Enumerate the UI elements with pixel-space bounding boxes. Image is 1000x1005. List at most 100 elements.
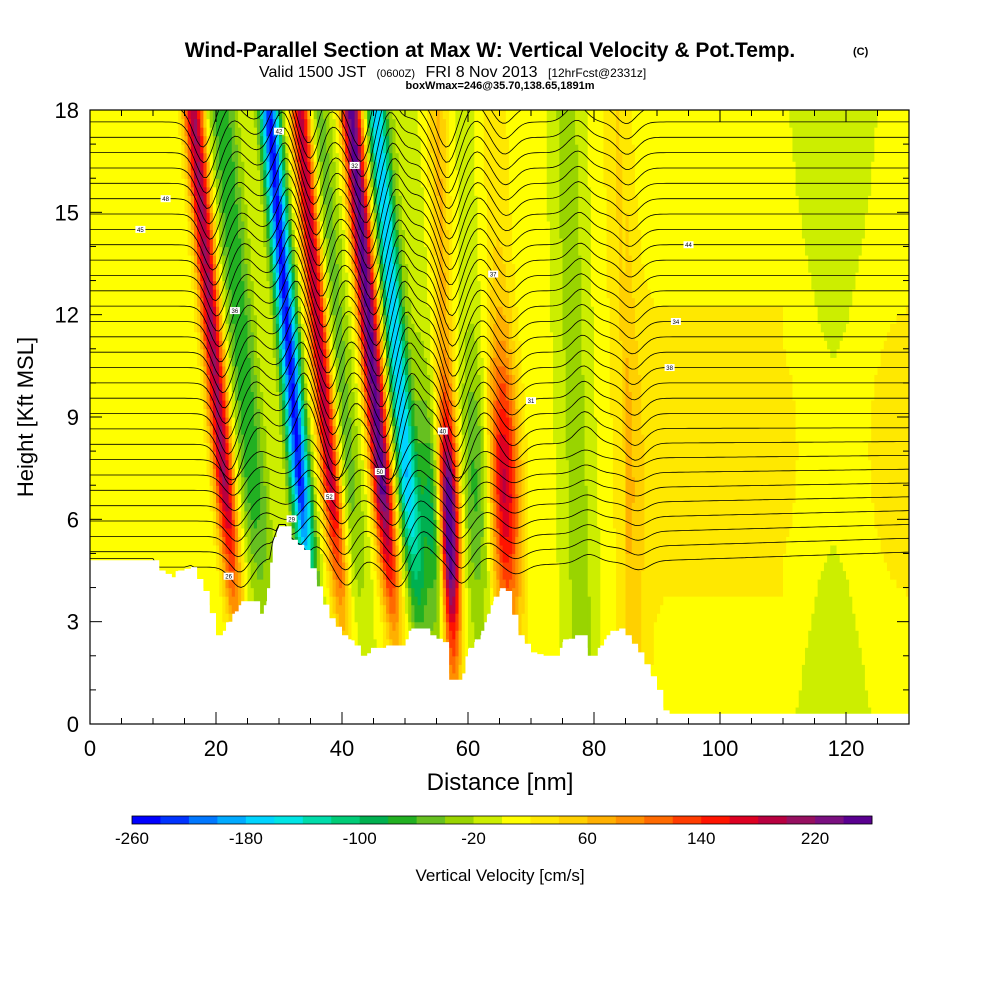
field-cell bbox=[571, 110, 576, 640]
field-cell bbox=[505, 442, 510, 537]
field-cell bbox=[436, 468, 441, 495]
field-cell bbox=[310, 118, 315, 137]
field-cell bbox=[319, 297, 324, 307]
field-cell bbox=[291, 272, 296, 290]
field-cell bbox=[373, 493, 378, 503]
field-cell bbox=[389, 169, 393, 196]
field-cell bbox=[282, 408, 286, 427]
field-cell bbox=[351, 212, 356, 230]
field-cell bbox=[474, 510, 479, 580]
field-cell bbox=[297, 365, 302, 375]
field-cell bbox=[376, 365, 381, 384]
field-cell bbox=[282, 442, 286, 469]
field-cell bbox=[222, 323, 227, 341]
field-cell bbox=[115, 110, 119, 563]
field-cell bbox=[348, 178, 353, 188]
field-cell bbox=[266, 203, 271, 222]
field-cell bbox=[313, 110, 318, 120]
field-cell bbox=[628, 110, 633, 256]
field-cell bbox=[216, 340, 220, 358]
field-cell bbox=[742, 306, 746, 597]
field-cell bbox=[376, 536, 381, 546]
field-cell bbox=[291, 382, 296, 418]
field-cell bbox=[382, 485, 387, 495]
field-cell bbox=[420, 399, 425, 444]
field-cell bbox=[297, 323, 302, 333]
field-cell bbox=[408, 374, 412, 393]
field-cell bbox=[515, 365, 519, 410]
field-cell bbox=[222, 417, 227, 435]
field-cell bbox=[319, 348, 324, 393]
field-cell bbox=[496, 434, 501, 495]
field-cell bbox=[496, 399, 501, 435]
field-cell bbox=[313, 417, 318, 435]
field-cell bbox=[319, 280, 324, 299]
field-cell bbox=[672, 306, 677, 597]
field-cell bbox=[212, 186, 217, 213]
field-cell bbox=[496, 110, 501, 239]
field-cell bbox=[518, 110, 523, 341]
field-cell bbox=[203, 135, 208, 154]
field-cell bbox=[464, 587, 469, 657]
field-cell bbox=[279, 314, 283, 324]
field-cell bbox=[631, 502, 636, 648]
theta-label: 45 bbox=[137, 228, 144, 234]
field-cell bbox=[360, 178, 365, 188]
field-cell bbox=[335, 476, 340, 486]
field-cell bbox=[285, 195, 290, 213]
field-cell bbox=[360, 587, 365, 657]
field-cell bbox=[263, 169, 267, 188]
field-cell bbox=[291, 246, 296, 265]
field-cell bbox=[231, 493, 236, 520]
field-cell bbox=[288, 451, 293, 461]
field-cell bbox=[338, 459, 343, 478]
field-cell bbox=[269, 254, 274, 273]
field-cell bbox=[751, 110, 756, 307]
field-cell bbox=[452, 672, 456, 682]
field-cell bbox=[260, 391, 264, 452]
field-cell bbox=[304, 434, 308, 452]
field-cell bbox=[209, 425, 214, 444]
field-cell bbox=[745, 306, 749, 597]
field-cell bbox=[798, 212, 803, 691]
field-cell bbox=[474, 399, 479, 469]
field-cell bbox=[452, 468, 456, 486]
field-cell bbox=[367, 203, 371, 213]
field-cell bbox=[713, 596, 718, 717]
field-cell bbox=[329, 331, 334, 350]
field-cell bbox=[105, 110, 110, 563]
field-cell bbox=[228, 604, 233, 614]
field-cell bbox=[849, 596, 853, 717]
field-cell bbox=[420, 621, 425, 631]
field-cell bbox=[231, 434, 236, 452]
field-cell bbox=[704, 596, 708, 717]
field-cell bbox=[379, 587, 384, 606]
field-cell bbox=[326, 399, 330, 427]
field-cell bbox=[354, 254, 359, 265]
field-cell bbox=[332, 382, 337, 401]
theta-label-bg bbox=[274, 127, 284, 135]
field-cell bbox=[313, 220, 318, 239]
field-cell bbox=[219, 553, 223, 572]
field-cell bbox=[294, 417, 299, 452]
theta-contour bbox=[90, 403, 909, 486]
field-cell bbox=[130, 110, 135, 563]
field-cell bbox=[338, 237, 343, 307]
field-cell bbox=[134, 110, 138, 563]
field-cell bbox=[313, 357, 318, 367]
field-cell bbox=[329, 127, 334, 188]
field-cell bbox=[304, 425, 308, 435]
field-cell bbox=[367, 417, 371, 427]
field-cell bbox=[379, 220, 384, 239]
field-cell bbox=[193, 331, 198, 580]
field-cell bbox=[716, 596, 721, 717]
field-cell bbox=[502, 314, 507, 341]
field-cell bbox=[102, 110, 107, 563]
field-cell bbox=[301, 408, 305, 427]
field-cell bbox=[294, 348, 299, 358]
field-cell bbox=[367, 178, 371, 196]
field-cell bbox=[357, 254, 362, 265]
field-cell bbox=[323, 331, 327, 350]
field-cell bbox=[285, 254, 290, 273]
colorbar-tick-label: 140 bbox=[687, 829, 715, 848]
